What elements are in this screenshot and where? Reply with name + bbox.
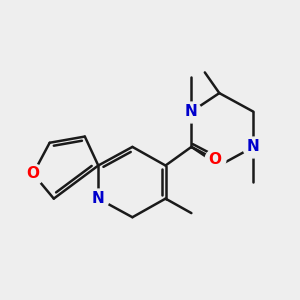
Text: O: O: [209, 152, 222, 167]
Text: N: N: [185, 104, 198, 119]
Text: O: O: [27, 166, 40, 181]
Text: N: N: [92, 191, 105, 206]
Text: N: N: [247, 140, 260, 154]
